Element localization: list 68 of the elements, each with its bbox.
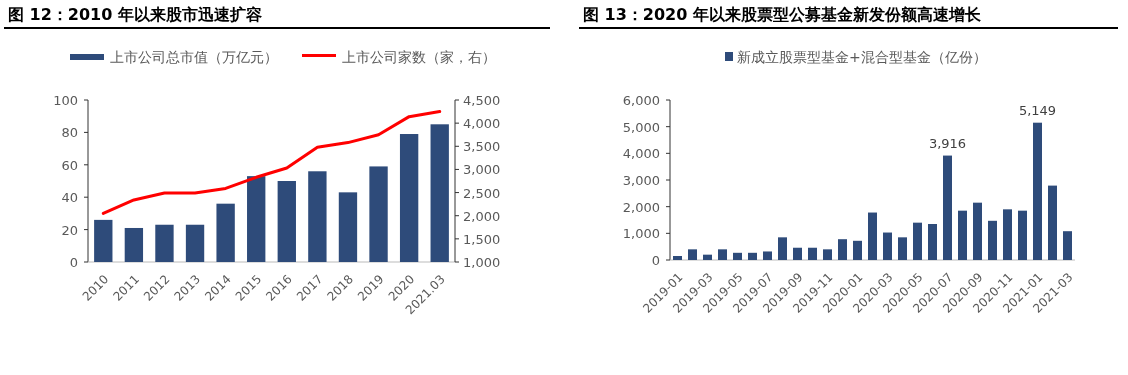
y2-tick-label: 2,000 — [463, 208, 501, 224]
bar — [155, 224, 174, 262]
bar — [838, 239, 847, 260]
y-tick-label: 3,000 — [622, 173, 660, 188]
bar — [124, 227, 144, 262]
y-tick-label: 100 — [53, 93, 78, 108]
y2-tick-label: 1,500 — [463, 231, 501, 247]
bar — [673, 256, 682, 260]
y-tick-label: 40 — [61, 190, 78, 206]
y2-tick-label: 1,000 — [463, 255, 501, 270]
bar — [247, 176, 266, 262]
legend-label: 上市公司总市值（万亿元） — [110, 49, 278, 65]
bar — [853, 240, 862, 260]
y-tick-label: 4,000 — [622, 146, 660, 162]
bar — [898, 237, 907, 260]
bar — [793, 247, 802, 260]
y2-tick-label: 2,500 — [463, 185, 501, 201]
y-tick-label: 5,000 — [622, 119, 660, 135]
chart-title: 图 12：2010 年以来股市迅速扩容 — [8, 5, 262, 24]
data-label: 3,916 — [928, 135, 967, 151]
bar — [748, 252, 757, 260]
bar — [973, 202, 982, 260]
bar — [688, 249, 697, 260]
bar — [1003, 209, 1012, 260]
bar — [718, 249, 727, 260]
bar — [883, 232, 892, 260]
bar — [1063, 231, 1072, 260]
bar — [733, 252, 742, 260]
bar — [763, 251, 772, 260]
y2-tick-label: 4,000 — [463, 116, 501, 132]
bar — [913, 222, 922, 260]
legend-label: 新成立股票型基金+混合型基金（亿份） — [737, 49, 987, 65]
bar — [988, 220, 997, 260]
bar — [369, 166, 388, 262]
bar — [1033, 122, 1042, 260]
data-label: 5,149 — [1018, 102, 1057, 118]
y-tick-label: 2,000 — [622, 199, 660, 215]
y-tick-label: 6,000 — [622, 93, 660, 108]
bar — [928, 224, 937, 260]
y-tick-label: 0 — [651, 253, 660, 268]
y2-tick-label: 3,000 — [463, 162, 501, 178]
bar — [277, 181, 296, 262]
y2-tick-label: 4,500 — [463, 93, 501, 108]
y2-tick-label: 3,500 — [463, 139, 501, 155]
y-tick-label: 20 — [61, 222, 78, 238]
bar — [94, 219, 113, 262]
line-series — [101, 110, 442, 215]
bar — [943, 155, 952, 260]
bar — [808, 247, 817, 260]
bar — [958, 210, 967, 260]
y-tick-label: 60 — [61, 157, 78, 173]
legend-label: 上市公司家数（家，右） — [342, 49, 496, 65]
y-tick-label: 0 — [69, 255, 78, 270]
bar — [338, 192, 358, 262]
bar — [1018, 210, 1027, 260]
bar — [399, 134, 419, 262]
bar — [430, 124, 449, 262]
bar — [308, 171, 327, 262]
bar — [778, 237, 787, 260]
y-tick-label: 80 — [61, 125, 78, 141]
bar — [868, 212, 877, 260]
bar — [703, 254, 712, 260]
bar — [216, 203, 235, 262]
bar — [823, 249, 832, 260]
bar — [1048, 185, 1057, 260]
y-tick-label: 1,000 — [622, 226, 660, 242]
chart-title: 图 13：2020 年以来股票型公募基金新发份额高速增长 — [583, 5, 982, 24]
bar — [185, 224, 205, 262]
